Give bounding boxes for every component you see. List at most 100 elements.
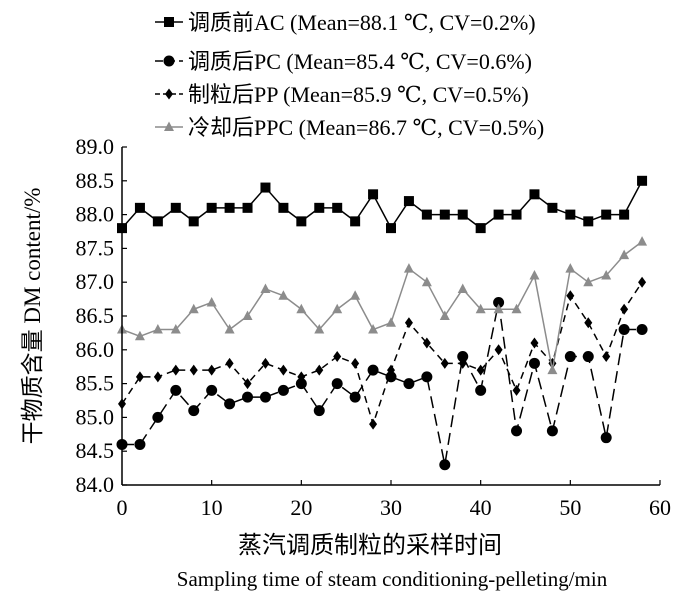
data-point xyxy=(368,324,379,334)
data-point xyxy=(600,432,612,444)
data-point xyxy=(583,276,594,287)
data-point xyxy=(403,263,414,273)
data-point xyxy=(637,175,648,186)
y-axis-label: 干物质含量 DM content/% xyxy=(20,188,45,445)
data-point xyxy=(188,405,200,417)
y-tick-label: 87.5 xyxy=(76,235,115,260)
data-point xyxy=(475,303,486,314)
legend-label: 调质后PC (Mean=85.4 ℃, CV=0.6%) xyxy=(188,49,532,74)
data-point xyxy=(529,189,540,200)
data-point xyxy=(638,276,647,288)
data-point xyxy=(546,425,558,437)
data-point xyxy=(565,209,576,220)
data-point xyxy=(242,202,253,213)
data-point xyxy=(620,303,629,315)
legend-marker xyxy=(163,55,175,67)
data-point xyxy=(421,371,433,383)
data-point xyxy=(528,357,540,369)
data-point xyxy=(493,209,504,220)
data-point xyxy=(421,276,432,287)
data-point xyxy=(224,202,235,213)
data-point xyxy=(457,209,468,220)
data-point xyxy=(134,202,145,213)
data-point xyxy=(421,209,432,220)
data-point xyxy=(171,364,180,376)
x-tick-label: 20 xyxy=(290,495,312,520)
data-point xyxy=(170,384,182,396)
y-tick-label: 85.5 xyxy=(76,371,115,396)
x-ticks: 0 10 20 30 40 50 60 xyxy=(117,480,671,520)
data-point xyxy=(584,317,593,329)
data-point xyxy=(170,202,181,213)
data-point xyxy=(350,290,361,300)
data-point xyxy=(349,391,361,403)
data-point xyxy=(601,269,612,280)
data-point xyxy=(224,398,236,410)
data-point xyxy=(583,216,594,227)
x-tick-label: 50 xyxy=(559,495,581,520)
series-1 xyxy=(117,175,648,234)
data-point xyxy=(565,263,576,273)
data-point xyxy=(313,405,325,417)
data-point xyxy=(493,296,505,308)
data-point xyxy=(404,317,413,329)
data-point xyxy=(296,216,307,227)
data-point xyxy=(260,283,271,293)
data-point xyxy=(333,351,342,363)
data-point xyxy=(493,303,504,314)
data-point xyxy=(243,378,252,390)
legend-marker xyxy=(164,121,174,131)
x-tick-label: 10 xyxy=(201,495,223,520)
data-point xyxy=(278,202,289,213)
data-point xyxy=(566,290,575,302)
legend-label: 冷却后PPC (Mean=86.7 ℃, CV=0.5%) xyxy=(188,115,544,140)
data-point xyxy=(564,351,576,363)
data-point xyxy=(458,357,467,369)
data-point xyxy=(439,310,450,320)
data-point xyxy=(296,303,307,314)
y-ticks: 84.0 84.5 85.0 85.5 86.0 86.5 87.0 87.5 88.0 88.5… xyxy=(76,134,127,497)
data-point xyxy=(386,317,396,327)
data-point xyxy=(225,357,234,369)
data-point xyxy=(475,384,487,396)
data-point xyxy=(618,324,630,336)
y-tick-label: 87.0 xyxy=(76,269,115,294)
data-point xyxy=(152,411,164,423)
data-point xyxy=(369,418,378,430)
series-line xyxy=(121,180,643,229)
legend-entry-2: 调质后PC (Mean=85.4 ℃, CV=0.6%) xyxy=(155,49,532,74)
data-point xyxy=(439,209,450,220)
series-layer xyxy=(116,175,648,471)
data-point xyxy=(207,364,216,376)
data-point xyxy=(457,283,468,293)
data-point xyxy=(476,364,485,376)
data-point xyxy=(440,357,449,369)
data-point xyxy=(153,371,162,383)
legend-label: 制粒后PP (Mean=85.9 ℃, CV=0.5%) xyxy=(188,82,529,107)
axes xyxy=(121,147,660,486)
data-point xyxy=(224,324,235,334)
x-tick-label: 60 xyxy=(649,495,671,520)
data-point xyxy=(475,223,486,234)
data-point xyxy=(260,182,271,193)
legend-marker xyxy=(165,88,173,100)
data-point xyxy=(511,209,522,220)
data-point xyxy=(619,249,630,260)
data-point xyxy=(278,290,289,300)
data-point xyxy=(530,337,539,349)
legend-entry-3: 制粒后PP (Mean=85.9 ℃, CV=0.5%) xyxy=(155,82,529,107)
y-tick-label: 88.5 xyxy=(76,168,115,193)
data-point xyxy=(206,296,217,307)
data-point xyxy=(547,364,558,375)
data-point xyxy=(261,357,270,369)
legend-entry-1: 调质前AC (Mean=88.1 ℃, CV=0.2%) xyxy=(155,10,536,35)
data-point xyxy=(188,216,199,227)
data-point xyxy=(512,384,521,396)
data-point xyxy=(637,236,648,246)
data-point xyxy=(494,344,503,356)
x-axis-label: 蒸汽调质制粒的采样时间 xyxy=(238,532,502,559)
data-point xyxy=(277,384,289,396)
data-point xyxy=(422,337,431,349)
data-point xyxy=(189,364,198,376)
